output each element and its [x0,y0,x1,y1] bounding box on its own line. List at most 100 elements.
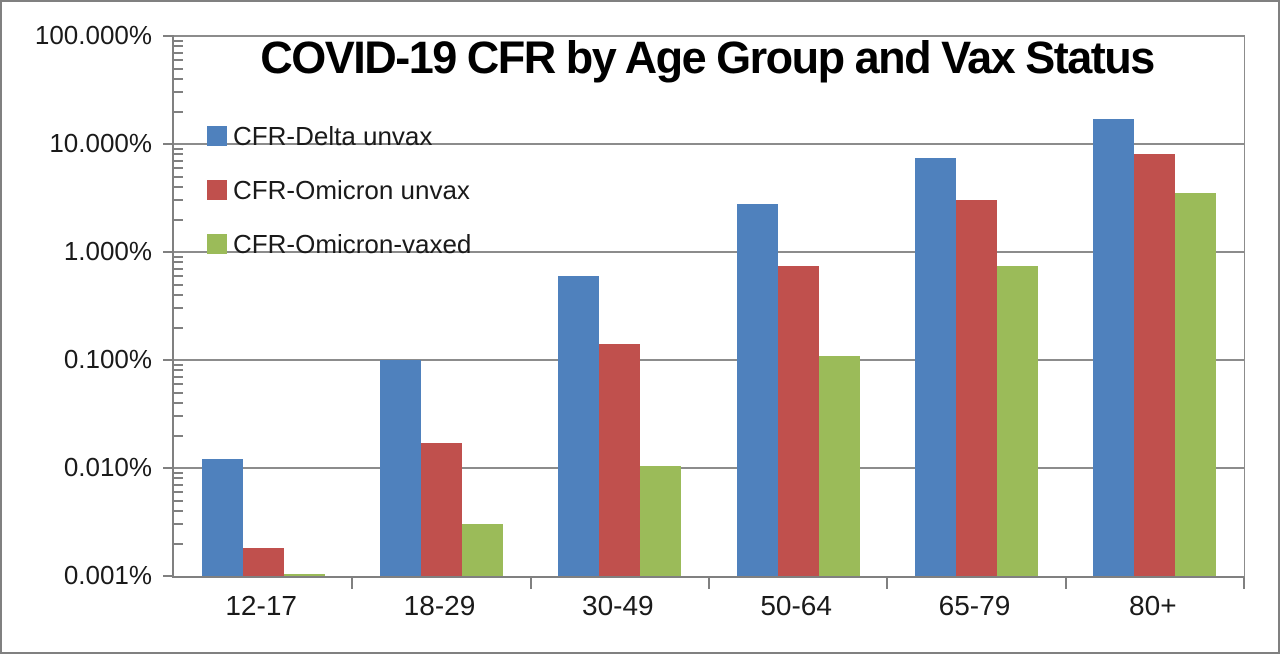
gridline [174,251,1244,253]
x-tick-label: 65-79 [938,590,1011,621]
y-tick-label: 0.001% [63,560,152,590]
x-major-tick [1064,578,1067,589]
gridline [174,143,1244,145]
y-minor-tick [174,153,183,156]
y-minor-tick [174,51,183,54]
y-minor-tick [174,45,183,48]
bar-cfr-omicron-unvax-12-17 [242,548,284,576]
legend-label: CFR-Omicron-vaxed [233,228,472,259]
bar-group-12-17 [174,36,352,576]
x-tick-label: 18-29 [403,590,476,621]
y-major-tick [163,143,174,145]
x-axis: 12-17 18-29 30-49 50-64 65-79 80+ [172,590,1242,622]
y-minor-tick [174,175,183,178]
x-major-tick [351,578,354,589]
x-major-tick [708,578,710,589]
bar-cfr-omicron-vaxed-18-29 [461,524,503,576]
y-minor-tick [174,382,183,385]
legend-swatch-icon [207,180,227,200]
y-minor-tick [174,261,183,264]
y-minor-tick [174,267,183,270]
y-major-tick [163,251,174,253]
y-minor-tick [174,523,183,526]
bar-groups [174,36,1244,576]
y-tick-label: 10.000% [49,128,152,158]
y-minor-tick [174,391,183,394]
x-tick-label: 30-49 [582,590,654,621]
y-minor-tick [174,283,183,286]
bar-cfr-omicron-vaxed-50-64 [818,355,860,576]
bar-cfr-delta-unvax-18-29 [379,360,421,576]
bar-group-30-49 [531,36,709,576]
y-minor-tick [174,375,183,378]
bar-cfr-delta-unvax-12-17 [201,459,243,576]
bar-group-80+ [1066,36,1244,576]
y-minor-tick [174,542,183,545]
y-minor-tick [174,509,183,512]
legend-label: CFR-Delta unvax [233,120,433,151]
y-minor-tick [174,110,183,113]
y-minor-tick [174,147,183,150]
y-tick-label: 1.000% [63,236,152,266]
y-minor-tick [174,293,183,296]
legend-item: CFR-Delta unvax [207,121,471,151]
y-minor-tick [174,363,183,366]
plot-area [163,35,1245,589]
bar-group-50-64 [709,36,887,576]
gridline [174,35,1244,37]
bar-cfr-omicron-unvax-65-79 [955,200,997,576]
legend-item: CFR-Omicron unvax [207,175,471,205]
legend-label: CFR-Omicron unvax [233,174,470,205]
x-major-tick [886,578,889,589]
y-minor-tick [174,91,183,94]
y-tick-label: 100.000% [34,20,152,50]
y-tick-label: 0.100% [63,344,152,374]
y-minor-tick [174,218,183,221]
y-minor-tick [174,255,183,258]
bar-cfr-omicron-vaxed-30-49 [640,465,682,576]
x-major-tick [529,578,532,589]
y-minor-tick [174,166,183,169]
bar-cfr-omicron-unvax-80+ [1134,154,1176,576]
x-tick-label: 50-64 [760,590,832,621]
bar-cfr-delta-unvax-30-49 [558,275,600,576]
bar-cfr-omicron-vaxed-80+ [1175,193,1217,576]
y-minor-tick [174,415,183,418]
y-minor-tick [174,326,183,329]
y-minor-tick [174,369,183,372]
y-minor-tick [174,58,183,61]
y-tick-label: 0.010% [63,452,152,482]
y-minor-tick [174,67,183,70]
gridline [174,359,1244,361]
y-major-tick [163,359,174,361]
bar-group-18-29 [352,36,530,576]
bar-cfr-delta-unvax-65-79 [914,157,956,576]
chart-title: COVID-19 CFR by Age Group and Vax Status [260,32,1155,83]
gridline [174,467,1244,469]
y-minor-tick [174,401,183,404]
y-minor-tick [174,477,183,480]
y-minor-tick [174,307,183,310]
y-major-tick [163,575,174,577]
y-minor-tick [174,483,183,486]
y-minor-tick [174,199,183,202]
legend-item: CFR-Omicron-vaxed [207,229,471,259]
y-minor-tick [174,274,183,277]
y-minor-tick [174,490,183,493]
bar-cfr-omicron-unvax-30-49 [599,344,641,576]
y-minor-tick [174,185,183,188]
y-minor-tick [174,39,183,42]
bar-cfr-delta-unvax-80+ [1093,119,1135,576]
legend: CFR-Delta unvax CFR-Omicron unvax CFR-Omic… [207,121,471,287]
bar-group-65-79 [887,36,1065,576]
y-minor-tick [174,499,183,502]
x-tick-label: 80+ [1129,590,1177,621]
y-major-tick [163,35,174,37]
x-tick-label: 12-17 [225,590,297,621]
y-minor-tick [174,434,183,437]
y-minor-tick [174,471,183,474]
y-minor-tick [174,159,183,162]
y-minor-tick [174,77,183,80]
legend-swatch-icon [207,234,227,254]
